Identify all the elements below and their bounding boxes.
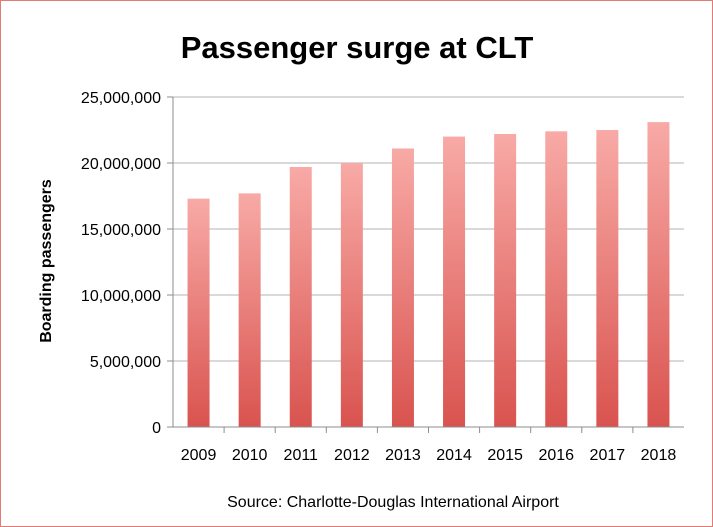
chart-title: Passenger surge at CLT [181,30,534,65]
bar [391,148,414,428]
bar [289,166,312,427]
x-tick-label: 2017 [590,447,626,464]
y-tick-label: 20,000,000 [81,156,161,173]
bar [494,133,517,427]
bar [443,136,466,427]
x-tick-labels: 2009 2010 2011 2012 2013 2014 2015 2016 2017 2018 [181,447,677,464]
x-tick-label: 2012 [334,447,370,464]
bar [647,122,670,427]
bar [596,130,619,427]
y-tick-label: 10,000,000 [81,288,161,305]
bar [238,193,261,427]
x-tick-label: 2013 [385,447,421,464]
y-tick-label: 15,000,000 [81,222,161,239]
y-axis-title: Boarding passengers [38,179,55,343]
source-note: Source: Charlotte-Douglas International … [227,494,559,511]
y-tick-label: 25,000,000 [81,90,161,107]
x-tick-label: 2016 [538,447,574,464]
y-tick-label: 5,000,000 [90,354,161,371]
axes [167,96,684,433]
x-tick-label: 2018 [641,447,677,464]
bars [187,122,670,428]
x-tick-label: 2009 [181,447,217,464]
bar [545,131,568,427]
y-tick-labels: 0 5,000,000 10,000,000 15,000,000 20,000,000… [81,90,161,437]
bar [340,163,363,427]
x-tick-label: 2011 [284,447,319,464]
x-tick-label: 2010 [232,447,268,464]
x-tick-label: 2015 [487,447,523,464]
x-tick-label: 2014 [436,447,472,464]
bar [187,198,210,427]
y-tick-label: 0 [152,420,161,437]
